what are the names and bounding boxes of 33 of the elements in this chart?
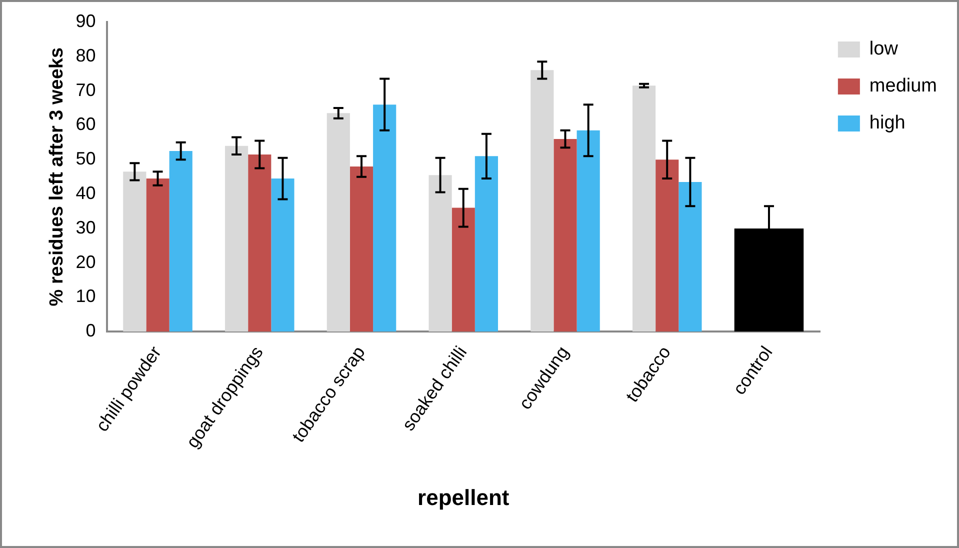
bar bbox=[452, 208, 475, 332]
y-tick-label: 60 bbox=[76, 114, 96, 134]
y-tick-label: 0 bbox=[86, 320, 96, 341]
bar bbox=[146, 178, 170, 332]
y-tick-label: 50 bbox=[76, 148, 96, 169]
legend-label: medium bbox=[869, 76, 937, 97]
bar bbox=[373, 104, 396, 332]
y-tick-label: 20 bbox=[76, 252, 96, 272]
y-tick-label: 10 bbox=[76, 286, 96, 306]
y-tick-label: 30 bbox=[76, 217, 96, 238]
x-axis-title: repellent bbox=[418, 484, 510, 510]
bar bbox=[576, 130, 600, 332]
bar bbox=[326, 113, 350, 332]
bar bbox=[224, 146, 248, 332]
y-tick-label: 90 bbox=[76, 10, 96, 31]
y-tick-label: 80 bbox=[76, 45, 96, 66]
bar bbox=[678, 182, 702, 332]
bar bbox=[474, 156, 498, 332]
bar bbox=[530, 70, 554, 332]
bar bbox=[169, 151, 192, 332]
y-axis-title: % residues left after 3 weeks bbox=[46, 47, 68, 306]
legend-label: high bbox=[869, 112, 906, 134]
bar bbox=[248, 154, 272, 332]
y-tick-label: 70 bbox=[76, 80, 96, 100]
bar bbox=[271, 178, 294, 332]
bar bbox=[123, 172, 146, 332]
legend-label: low bbox=[869, 38, 898, 60]
y-tick-label: 40 bbox=[76, 183, 96, 203]
bar bbox=[350, 166, 374, 332]
bar bbox=[554, 138, 577, 332]
bar bbox=[632, 86, 656, 332]
bar bbox=[428, 175, 452, 332]
bar bbox=[656, 160, 679, 332]
